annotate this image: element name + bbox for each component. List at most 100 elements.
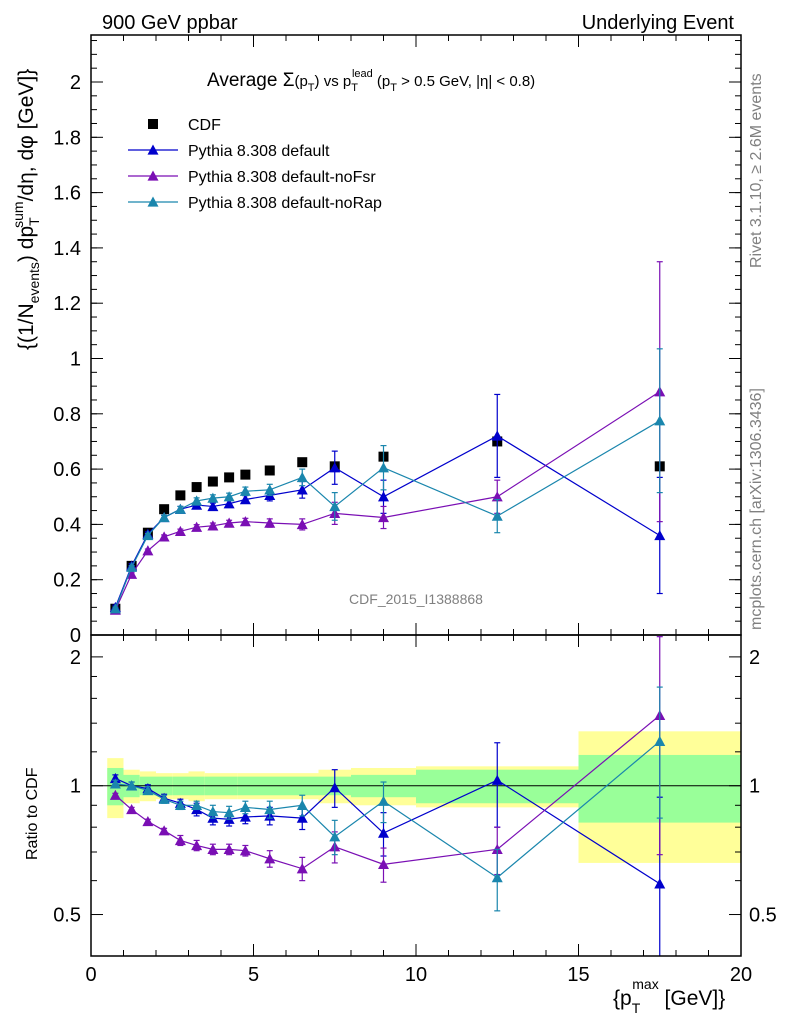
data-point-mc — [378, 462, 389, 473]
data-point-mc — [296, 518, 308, 530]
y-tick-label: 0 — [70, 625, 81, 647]
ratio-point — [329, 782, 341, 793]
ratio-point — [296, 799, 308, 810]
ratio-point — [378, 858, 389, 870]
data-point-mc — [223, 517, 235, 528]
data-point-mc — [126, 561, 138, 572]
ratio-point — [239, 811, 251, 822]
ratio-point — [239, 845, 251, 856]
data-point-mc — [126, 568, 138, 579]
ratio-point — [174, 834, 186, 846]
data-point-cdf — [297, 457, 308, 468]
data-point-mc — [491, 491, 503, 502]
title-paren-close: ) — [315, 73, 320, 90]
x-axis-label: {pTmax [GeV]} — [613, 976, 725, 1016]
data-point-cdf — [159, 504, 170, 515]
data-point-mc — [191, 521, 203, 532]
data-point-mc — [239, 485, 251, 496]
title-cut-rest: > 0.5 GeV, |η| < 0.8) — [397, 73, 535, 90]
ratio-point — [223, 843, 235, 855]
title-vs: vs p — [320, 73, 352, 90]
ratio-point — [109, 789, 121, 800]
xlabel-a: {p — [613, 987, 632, 1010]
ratio-point — [296, 812, 308, 823]
y-tick-label: 0.2 — [53, 570, 81, 592]
data-point-mc — [158, 531, 170, 542]
data-point-mc — [329, 462, 341, 473]
data-point-mc — [191, 495, 203, 506]
ratio-tick-label: 1 — [70, 776, 81, 798]
ratio-plot-data — [109, 636, 666, 956]
y-tick-label: 0.6 — [53, 459, 81, 481]
ylabel-b-sup: sum — [10, 201, 26, 227]
ratio-point — [239, 801, 251, 813]
ratio-point — [191, 799, 203, 810]
header-right: Underlying Event — [582, 12, 735, 34]
ylabel-a-sub: events — [26, 262, 42, 303]
title-sigma: Σ — [283, 70, 295, 91]
data-point-mc — [264, 484, 276, 495]
data-point-mc — [239, 516, 251, 527]
data-point-cdf — [191, 482, 202, 493]
y-axis-label: {(1/Nevents) dpTsum/dη, dφ [GeV]} — [10, 69, 42, 350]
y-tick-label: 1.2 — [53, 293, 81, 315]
y-tick-label: 1.4 — [53, 238, 81, 260]
ratio-point — [191, 839, 203, 851]
ratio-point — [264, 803, 276, 815]
ratio-point — [158, 793, 170, 804]
data-point-mc — [654, 415, 666, 426]
ratio-point — [491, 872, 503, 883]
data-point-mc — [296, 471, 308, 483]
ylabel-a: {(1/N — [15, 303, 38, 350]
ratio-point — [142, 815, 154, 827]
legend-label: Pythia 8.308 default — [188, 143, 330, 160]
data-point-mc — [296, 484, 308, 495]
title-cut-open: (p — [373, 73, 391, 90]
data-point-cdf — [207, 476, 218, 487]
legend-marker-mc — [147, 144, 159, 155]
ratio-point — [654, 878, 666, 889]
y-tick-label: 1.6 — [53, 183, 81, 205]
ratio-point — [109, 778, 121, 789]
data-point-mc — [491, 510, 503, 521]
legend-label: Pythia 8.308 default-noRap — [188, 195, 382, 212]
ratio-tick-label: 0.5 — [749, 905, 777, 927]
plot-title: Average Σ(pT) vs pTlead (pT > 0.5 GeV, |… — [207, 68, 535, 94]
data-point-mc — [264, 517, 276, 528]
ratio-point — [142, 784, 154, 796]
data-point-mc — [158, 511, 170, 523]
x-tick-label: 15 — [567, 964, 589, 986]
header-left: 900 GeV ppbar — [102, 12, 238, 34]
ratio-point — [378, 827, 389, 838]
ratio-point — [207, 843, 219, 855]
y-tick-label: 2 — [70, 72, 81, 94]
ratio-point — [329, 831, 341, 842]
xlabel-a-sup: max — [632, 976, 658, 992]
y-tick-label: 0.8 — [53, 404, 81, 426]
x-tick-label: 20 — [730, 964, 752, 986]
ratio-point — [126, 803, 138, 815]
analysis-watermark: CDF_2015_I1388868 — [349, 591, 483, 607]
ratio-tick-label: 0.5 — [53, 905, 81, 927]
legend-marker-cdf — [148, 119, 158, 129]
main-plot-data — [109, 261, 666, 615]
xlabel-a-sub: T — [632, 1000, 641, 1016]
data-point-mc — [207, 520, 219, 531]
y-tick-label: 1 — [70, 349, 81, 371]
ratio-y-label: Ratio to CDF — [24, 767, 41, 860]
ratio-point — [264, 853, 276, 864]
ratio-tick-label: 2 — [70, 647, 81, 669]
ratio-point — [126, 780, 138, 791]
data-point-mc — [378, 511, 389, 523]
data-point-mc — [378, 491, 389, 502]
title-paren-open: (p — [294, 73, 307, 90]
ratio-point — [174, 799, 186, 810]
mcplots-label: mcplots.cern.ch [arXiv:1306.3436] — [748, 388, 765, 630]
title-lead: Average — [207, 70, 283, 91]
axes: 00.20.40.60.811.21.41.61.820 5 10 15 200.5 0.… — [53, 34, 777, 986]
data-point-mc — [174, 503, 186, 514]
series-line — [114, 420, 661, 609]
y-tick-label: 0.4 — [53, 514, 81, 536]
y-tick-label: 1.8 — [53, 127, 81, 149]
data-point-mc — [142, 545, 154, 556]
